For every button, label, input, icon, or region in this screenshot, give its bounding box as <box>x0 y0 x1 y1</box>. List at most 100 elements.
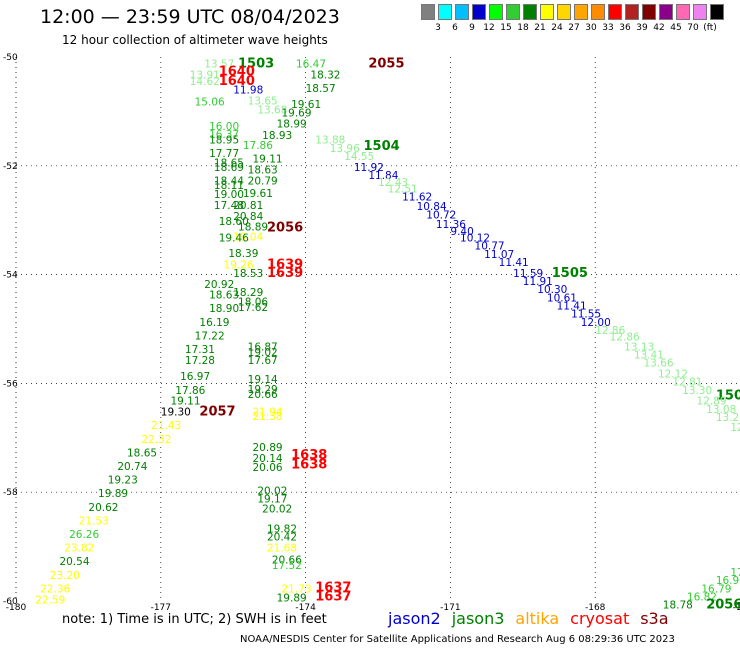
x-tick-label: -177 <box>151 603 171 613</box>
wave-height-label: 14.62 <box>190 76 220 88</box>
wave-height-label: 17.22 <box>195 330 225 342</box>
pass-time-label: 1506 <box>716 388 740 403</box>
wave-height-label: 11.59 <box>513 268 543 280</box>
legend-label: 15 <box>500 23 512 33</box>
wave-height-label: 18.99 <box>277 118 307 130</box>
wave-height-label: 10.84 <box>417 201 447 213</box>
wave-height-label: 22.36 <box>40 583 70 595</box>
wave-height-label: 20.62 <box>88 502 118 514</box>
legend-swatch <box>608 4 622 20</box>
wave-height-label: 18.57 <box>306 83 336 95</box>
pass-time-label: 2056 <box>267 221 303 236</box>
satellite-legend: jason2 jason3 altika cryosat s3a <box>388 609 680 628</box>
wave-height-label: 20.89 <box>253 442 283 454</box>
legend-label: 45 <box>670 23 682 33</box>
wave-height-label: 20.79 <box>248 175 278 187</box>
x-tick-label: -168 <box>585 603 606 613</box>
y-tick-label: -60 <box>3 597 18 607</box>
wave-height-label: 21.94 <box>253 407 283 419</box>
wave-height-label: 14.55 <box>344 151 374 163</box>
credit-line: NOAA/NESDIS Center for Satellite Applica… <box>240 634 675 645</box>
wave-height-label: 12.51 <box>388 184 418 196</box>
wave-height-label: 18.93 <box>262 130 292 142</box>
wave-height-label: 18.29 <box>233 287 263 299</box>
wave-height-label: 11.07 <box>484 249 514 261</box>
wave-height-label: 17.77 <box>209 148 239 160</box>
legend-label: 9 <box>469 23 475 33</box>
y-tick-label: -52 <box>3 162 18 172</box>
wave-height-label: 19.14 <box>248 374 278 386</box>
wave-height-label: 10.61 <box>547 292 577 304</box>
wave-height-label: 17.67 <box>248 355 278 367</box>
wave-height-label: 13.68 <box>257 105 287 117</box>
legend-swatch <box>472 4 486 20</box>
legend-label: 6 <box>452 23 458 33</box>
legend-label: 21 <box>534 23 546 33</box>
wave-height-label: 19.23 <box>108 475 138 487</box>
wave-height-label: 12.91 <box>730 422 740 434</box>
wave-height-label: 19.04 <box>233 231 263 243</box>
wave-height-label: 13.66 <box>643 358 673 370</box>
wave-height-label: 11.84 <box>368 170 398 182</box>
wave-height-label: 12.43 <box>378 177 408 189</box>
legend-label: 42 <box>653 23 665 33</box>
wave-height-label: 23.20 <box>50 570 80 582</box>
wave-height-label: 11.41 <box>499 257 529 269</box>
wave-height-label: 10.30 <box>537 284 567 296</box>
wave-height-label: 23.82 <box>64 543 94 555</box>
wave-height-label: 18.89 <box>238 222 268 234</box>
wave-height-label: 18.63 <box>248 165 278 177</box>
wave-height-label: 19.46 <box>219 233 249 245</box>
wave-height-label: 17.28 <box>185 355 215 367</box>
pass-time-label: 1505 <box>552 266 588 281</box>
pass-time-label: 1504 <box>364 139 400 154</box>
wave-height-label: 13.96 <box>330 143 360 155</box>
wave-height-label: 11.91 <box>523 276 553 288</box>
legend-swatch <box>642 4 656 20</box>
wave-height-label: 18.78 <box>663 600 693 612</box>
legend-swatch <box>591 4 605 20</box>
pass-time-label: 1640 <box>219 74 255 89</box>
x-tick-label: -180 <box>6 603 27 613</box>
wave-height-label: 19.11 <box>170 396 200 408</box>
wave-height-label: 16.47 <box>296 58 326 70</box>
wave-height-label: 20.06 <box>253 462 283 474</box>
legend-swatch <box>574 4 588 20</box>
wave-height-label: 19.11 <box>253 154 283 166</box>
wave-height-label: 19.30 <box>161 407 191 419</box>
wave-height-label: 18.32 <box>310 69 340 81</box>
y-tick-label: -58 <box>3 488 18 498</box>
wave-height-label: 20.02 <box>262 503 292 515</box>
wave-height-label: 22.59 <box>35 594 65 606</box>
satellite-name: jason2 <box>388 609 441 628</box>
wave-height-label: 11.36 <box>436 219 466 231</box>
legend-label: 3 <box>435 23 441 33</box>
wave-height-label: 19.61 <box>291 99 321 111</box>
legend-swatch <box>455 4 469 20</box>
x-tick-label: -171 <box>440 603 460 613</box>
satellite-name: jason3 <box>451 609 505 628</box>
pass-time-label: 1637 <box>315 580 351 595</box>
chart-title: 12:00 — 23:59 UTC 08/04/2023 <box>40 6 340 28</box>
wave-height-label: 18.06 <box>238 297 268 309</box>
x-tick-label: -16 <box>733 603 740 613</box>
wave-height-label: 19.89 <box>277 593 307 605</box>
pass-time-label: 1503 <box>238 56 274 71</box>
axis-tick-labels: -180 -177 -174 -171 -168 -16 -50 -52 -54 -56 -58 -6… <box>3 53 740 613</box>
wave-height-label: 21.68 <box>267 543 297 555</box>
legend-swatch <box>693 4 707 20</box>
legend-label: 30 <box>585 23 597 33</box>
wave-height-label: 11.62 <box>402 192 432 204</box>
pass-time-label: 1639 <box>267 266 303 281</box>
wave-height-label: 11.98 <box>233 85 263 97</box>
wave-height-label: 16.00 <box>209 121 239 133</box>
legend-label: (ft) <box>703 23 717 33</box>
wave-height-label: 9.40 <box>450 226 473 238</box>
wave-height-label: 18.65 <box>127 447 157 459</box>
wave-height-label: 16.97 <box>180 371 210 383</box>
wave-height-label: 20.66 <box>248 389 278 401</box>
wave-height-label: 12.81 <box>672 377 702 389</box>
legend-swatch <box>659 4 673 20</box>
wave-height-label: 18.90 <box>209 303 239 315</box>
